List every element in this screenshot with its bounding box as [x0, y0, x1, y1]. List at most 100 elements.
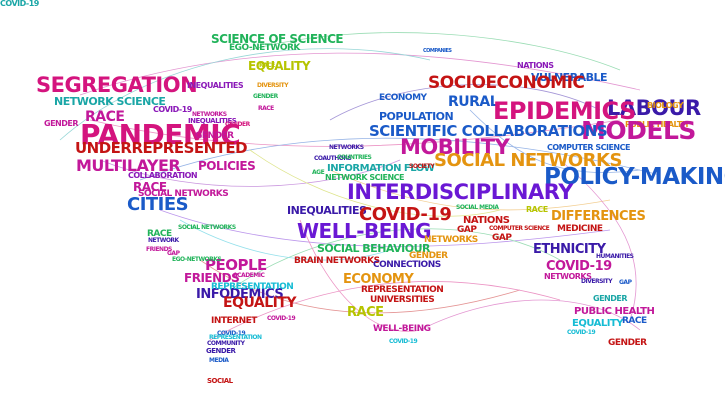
keyword-economy: ECONOMY [379, 93, 427, 103]
edge [199, 259, 521, 314]
keyword-scientific-collaborations: SCIENTIFIC COLLABORATIONS [369, 122, 608, 140]
keyword-social-behaviour: SOCIAL BEHAVIOUR [317, 242, 431, 255]
keyword-representation: REPRESENTATION [211, 282, 294, 292]
keyword-covid-19: COVID-19 [153, 105, 192, 114]
keyword-ego-network: EGO-NETWORK [229, 43, 300, 53]
keyword-socioeconomic: SOCIOECONOMIC [428, 73, 585, 93]
keyword-gap: GAP [457, 225, 477, 235]
keyword-equality: EQUALITY [572, 318, 624, 329]
keyword-equality: EQUALITY [223, 295, 297, 311]
keyword-collaboration: COLLABORATION [128, 171, 198, 180]
keyword-computer-science: COMPUTER SCIENCE [547, 143, 630, 152]
keyword-gap: GAP [492, 233, 512, 243]
keyword-covid-19: COVID-19 [0, 0, 39, 8]
keyword-mobility: MOBILITY [400, 135, 510, 159]
keyword-interdisciplinary: INTERDISCIPLINARY [347, 180, 573, 204]
keyword-representation: REPRESENTATION [361, 285, 444, 295]
keyword-companies: COMPANIES [423, 48, 452, 54]
keyword-networks: NETWORKS [544, 272, 592, 281]
edge [249, 149, 501, 217]
keyword-friends: FRIENDS [146, 246, 172, 253]
keyword-race: RACE [622, 316, 647, 326]
keyword-well-being: WELL-BEING [373, 324, 431, 334]
keyword-vulnerable: VULNERABLE [531, 71, 608, 84]
keyword-covid-19: COVID-19 [389, 338, 418, 345]
edge [79, 52, 641, 96]
keyword-network: NETWORK [148, 237, 179, 244]
edge [249, 32, 621, 71]
keyword-infodemics: INFODEMICS [196, 287, 284, 302]
keyword-coauthors: COAUTHORS [314, 155, 352, 162]
keyword-networks: NETWORKS [424, 235, 478, 245]
keyword-race: RACE [526, 205, 548, 214]
keyword-community: COMMUNITY [207, 340, 245, 347]
keyword-population: POPULATION [379, 110, 454, 123]
keyword-gap: GAP [167, 250, 180, 257]
keyword-covid-19: COVID-19 [217, 330, 246, 337]
keyword-age: AGE [312, 169, 325, 176]
keyword-nations: NATIONS [463, 215, 510, 226]
keyword-cities: CITIES [127, 194, 189, 215]
keyword-labour: LABOUR [607, 96, 701, 120]
keyword-race: RACE [347, 305, 384, 320]
keyword-public-health: PUBLIC HEALTH [625, 120, 688, 129]
keyword-covid-19: COVID-19 [267, 315, 296, 322]
keyword-nations: NATIONS [517, 61, 554, 70]
keyword-policy-making: POLICY-MAKING [544, 164, 725, 190]
keyword-race: RACE [259, 62, 275, 69]
edge [559, 159, 637, 321]
keyword-gender: GENDER [44, 119, 79, 128]
edge [159, 209, 611, 247]
keyword-information-flow: INFORMATION FLOW [327, 163, 435, 174]
keyword-social-networks: SOCIAL NETWORKS [138, 189, 229, 199]
keyword-public-health: PUBLIC HEALTH [574, 306, 655, 317]
keyword-inequalities: INEQUALITIES [188, 117, 237, 125]
edge [209, 281, 561, 341]
keyword-social-media: SOCIAL MEDIA [456, 204, 499, 211]
keyword-well-being: WELL-BEING [297, 219, 432, 243]
keyword-race: RACE [147, 229, 172, 239]
keyword-gender: GENDER [593, 294, 628, 303]
edge [59, 48, 431, 141]
keyword-people: PEOPLE [205, 256, 267, 274]
keyword-representation: REPRESENTATION [209, 334, 262, 341]
keyword-underrepresented: UNDERREPRESENTED [75, 139, 248, 157]
keyword-friends: FRIENDS [184, 271, 240, 285]
edge [99, 159, 401, 187]
edge [329, 84, 601, 121]
keyword-pandemic: PANDEMIC [80, 118, 241, 151]
keyword-gap: GAP [619, 279, 632, 286]
keyword-science-of-science: SCIENCE OF SCIENCE [211, 32, 344, 46]
edge [89, 119, 621, 147]
keyword-network-science: NETWORK SCIENCE [325, 173, 405, 182]
keyword-epidemics: EPIDEMICS [493, 97, 636, 125]
keyword-inequalities: INEQUALITIES [187, 81, 244, 90]
keyword-networks: NETWORKS [329, 144, 364, 151]
keyword-covid-19: COVID-19 [546, 259, 612, 274]
keyword-biology: BIOLOGY [647, 101, 684, 110]
edge [329, 169, 611, 211]
keyword-internet: INTERNET [211, 316, 257, 326]
keyword-medicine: MEDICINE [557, 224, 603, 234]
keyword-race: RACE [85, 109, 125, 125]
keyword-society: SOCIETY [409, 163, 435, 170]
keyword-ethnicity: ETHNICITY [533, 242, 606, 257]
keyword-brain-networks: BRAIN NETWORKS [294, 256, 380, 266]
keyword-race: RACE [258, 105, 274, 112]
keyword-humanities: HUMANITIES [596, 253, 634, 260]
keyword-academic: ACADEMIC [233, 272, 265, 279]
edge [229, 228, 561, 291]
keyword-networks: NETWORKS [192, 111, 227, 118]
keyword-connections: CONNECTIONS [373, 260, 441, 270]
keyword-differences: DIFFERENCES [551, 209, 646, 224]
keyword-social-networks: SOCIAL NETWORKS [178, 224, 236, 231]
keyword-segregation: SEGREGATION [36, 73, 198, 97]
keyword-network-science: NETWORK SCIENCE [54, 95, 166, 108]
edge [299, 219, 421, 332]
keyword-race: RACE [133, 180, 167, 194]
keyword-gender: GENDER [195, 131, 234, 141]
keyword-computer-science: COMPUTER SCIENCE [489, 225, 550, 232]
keyword-diversity: DIVERSITY [581, 278, 613, 285]
keyword-inequalities: INEQUALITIES [287, 204, 367, 217]
keyword-covid-19: COVID-19 [359, 204, 452, 225]
